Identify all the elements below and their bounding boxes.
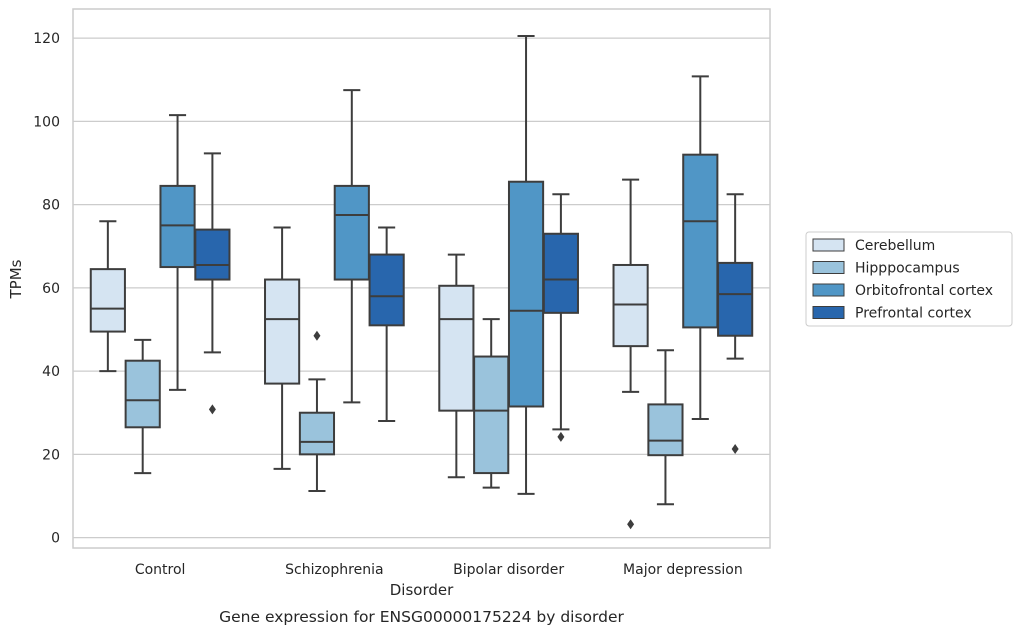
legend-swatch-1 (812, 261, 845, 274)
legend-items: Cerebellum Hipppocampus Orbitofrontal cort… (812, 238, 993, 322)
box-body (333, 184, 370, 281)
box-body (368, 253, 405, 327)
box-body (159, 184, 196, 269)
y-axis-label: TPMs (7, 259, 25, 299)
box-body (682, 153, 719, 329)
x-tick-label-major-depression: Major depression (623, 562, 743, 578)
box-2-1 (473, 318, 510, 489)
x-tick-labels: Control Schizophrenia Bipolar disorder Majo… (135, 562, 743, 578)
box-2-2 (507, 35, 545, 495)
legend-swatch-2 (812, 283, 845, 297)
outlier-point-0 (313, 330, 321, 341)
y-tick-label-120: 120 (33, 31, 60, 47)
box-body (647, 403, 684, 457)
box-body (612, 263, 649, 348)
x-tick-label-bipolar-disorder: Bipolar disorder (453, 562, 564, 578)
legend-swatch-3 (812, 306, 845, 319)
y-tick-labels: 0 20 40 60 80 100 120 (33, 31, 60, 546)
y-tick-label-20: 20 (42, 447, 60, 463)
y-tick-label-60: 60 (42, 281, 60, 297)
box-0-2 (159, 114, 196, 391)
y-tick-label-40: 40 (42, 364, 60, 380)
legend-label-1: Hipppocampus (855, 261, 960, 277)
box-body (124, 359, 161, 429)
box-0-0 (89, 220, 126, 373)
box-body (438, 284, 475, 412)
box-body (473, 355, 510, 475)
box-body (89, 268, 126, 333)
x-tick-label-control: Control (135, 562, 186, 578)
y-tick-label-0: 0 (51, 531, 60, 547)
y-tick-label-80: 80 (42, 198, 60, 214)
outlier-point-0 (557, 431, 565, 442)
box-3-1 (647, 349, 684, 506)
box-plots (89, 35, 754, 530)
box-1-1 (298, 330, 336, 492)
box-body (717, 261, 754, 337)
outlier-point-0 (627, 519, 635, 530)
legend: Cerebellum Hipppocampus Orbitofrontal cort… (805, 231, 1013, 327)
box-0-1 (124, 338, 161, 475)
x-axis-label: Disorder (390, 581, 454, 599)
box-2-0 (438, 253, 475, 479)
legend-label-2: Orbitofrontal cortex (855, 283, 993, 299)
y-tick-label-100: 100 (33, 114, 60, 130)
legend-swatch-0 (812, 238, 845, 252)
box-3-0 (612, 178, 649, 530)
box-body (264, 278, 301, 385)
box-1-2 (333, 89, 370, 404)
box-body (298, 411, 336, 456)
box-3-2 (682, 75, 719, 420)
box-2-3 (542, 193, 579, 442)
outlier-point-0 (208, 404, 216, 415)
box-1-3 (368, 226, 405, 423)
plot-frame (72, 8, 771, 549)
box-1-0 (264, 226, 301, 470)
legend-label-3: Prefrontal cortex (855, 306, 972, 322)
x-tick-label-schizophrenia: Schizophrenia (285, 562, 383, 578)
box-body (507, 180, 545, 408)
box-body (194, 228, 231, 281)
outlier-point-0 (731, 443, 739, 454)
box-0-3 (194, 152, 231, 415)
box-body (542, 232, 579, 314)
chart-caption: Gene expression for ENSG00000175224 by d… (219, 608, 624, 626)
box-3-3 (717, 193, 754, 454)
legend-label-0: Cerebellum (855, 238, 935, 254)
legend-frame (805, 231, 1013, 327)
